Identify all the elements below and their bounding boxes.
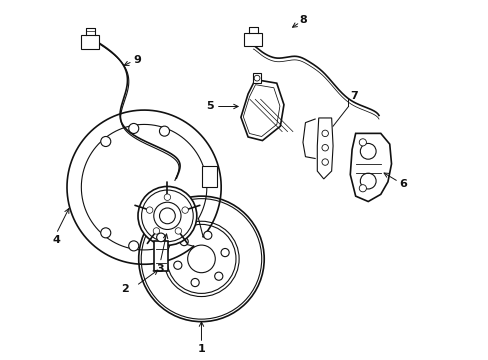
Circle shape — [128, 123, 139, 134]
Circle shape — [191, 278, 199, 287]
Circle shape — [173, 261, 182, 269]
Circle shape — [203, 231, 211, 239]
Polygon shape — [243, 85, 279, 136]
Text: 4: 4 — [52, 235, 60, 245]
Text: 5: 5 — [206, 102, 214, 112]
Circle shape — [321, 159, 328, 165]
Circle shape — [128, 241, 139, 251]
Circle shape — [359, 185, 366, 192]
Text: 8: 8 — [299, 15, 307, 26]
Bar — [244, 33, 262, 45]
Polygon shape — [317, 118, 332, 179]
Circle shape — [182, 207, 188, 213]
Circle shape — [180, 238, 188, 246]
Circle shape — [321, 130, 328, 136]
Circle shape — [321, 144, 328, 151]
Text: 1: 1 — [197, 343, 205, 354]
Circle shape — [187, 245, 215, 273]
Circle shape — [101, 136, 111, 147]
Circle shape — [159, 126, 169, 136]
Polygon shape — [241, 80, 284, 140]
Circle shape — [221, 248, 229, 257]
Bar — [202, 166, 216, 187]
Circle shape — [254, 75, 260, 81]
Text: 3: 3 — [156, 264, 163, 274]
Text: 6: 6 — [399, 179, 407, 189]
Bar — [252, 73, 261, 83]
Bar — [81, 35, 99, 49]
Text: 2: 2 — [122, 284, 129, 294]
Circle shape — [359, 139, 366, 146]
Circle shape — [156, 233, 165, 242]
Circle shape — [138, 186, 196, 245]
Circle shape — [360, 173, 375, 189]
Text: 9: 9 — [133, 55, 141, 65]
Circle shape — [153, 228, 160, 234]
Circle shape — [214, 272, 223, 280]
Text: 7: 7 — [349, 91, 357, 101]
Circle shape — [101, 228, 111, 238]
Circle shape — [159, 208, 175, 224]
Bar — [154, 241, 167, 271]
Circle shape — [360, 143, 375, 159]
Circle shape — [146, 207, 153, 213]
Polygon shape — [349, 134, 391, 202]
Circle shape — [164, 194, 170, 201]
Circle shape — [175, 228, 181, 234]
Circle shape — [139, 196, 264, 321]
